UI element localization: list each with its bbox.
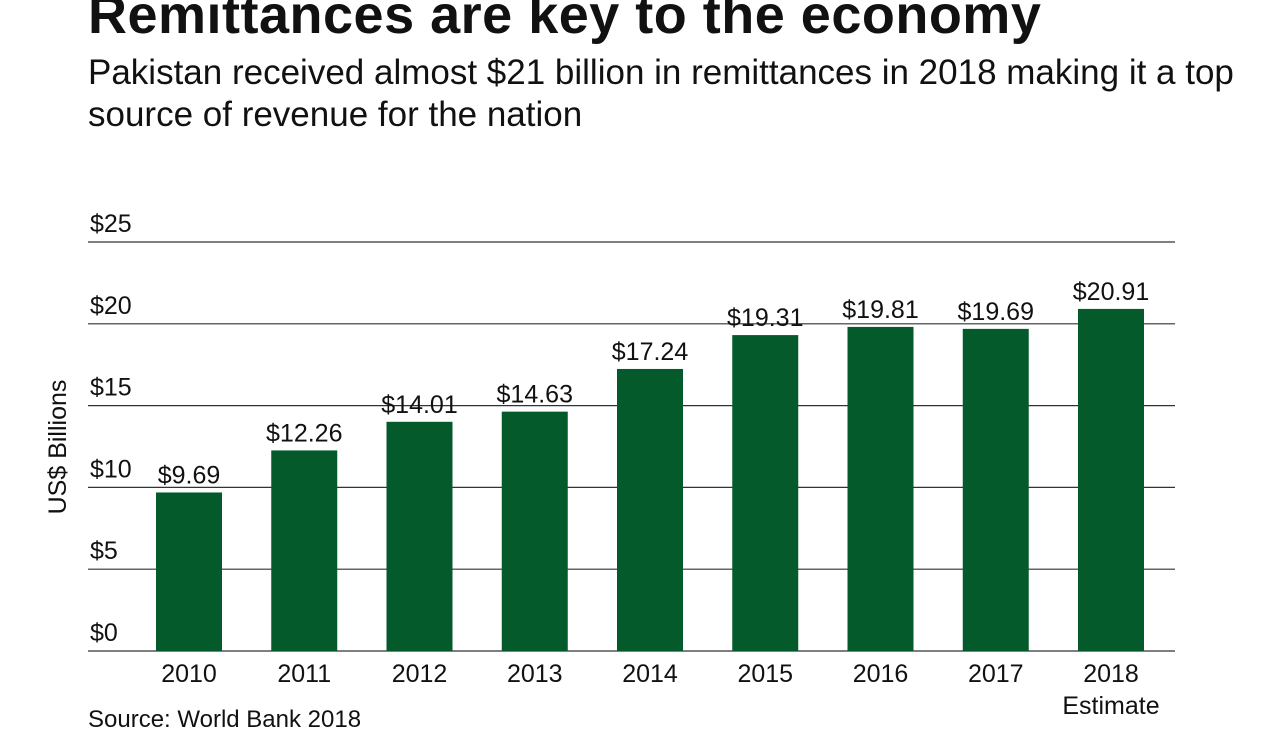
bar-2011	[271, 450, 338, 651]
data-label: $19.69	[958, 298, 1034, 326]
data-label: $19.31	[727, 304, 803, 332]
y-tick-label: $5	[90, 537, 118, 565]
data-label: $20.91	[1073, 278, 1149, 306]
y-tick-label: $0	[90, 619, 118, 647]
x-tick-label: 2012	[392, 660, 448, 688]
data-label: $14.63	[497, 381, 573, 409]
data-label: $12.26	[266, 419, 342, 447]
bar-2015	[732, 335, 799, 651]
y-tick-label: $25	[90, 210, 132, 238]
data-label: $9.69	[158, 461, 221, 489]
source-note: Source: World Bank 2018	[88, 706, 362, 733]
x-tick-label: 2016	[853, 660, 909, 688]
x-tick-label: 2013	[507, 660, 563, 688]
bar-2010	[156, 492, 222, 651]
bar-2012	[386, 421, 453, 651]
bar-2018	[1078, 308, 1144, 651]
y-tick-label: $10	[90, 455, 132, 483]
chart-subtitle: Pakistan received almost $21 billion in …	[88, 53, 1234, 134]
y-tick-label: $20	[90, 292, 132, 320]
x-tick-sublabel: Estimate	[1062, 692, 1159, 720]
bar-2013	[501, 411, 568, 651]
x-tick-label: 2011	[277, 660, 331, 688]
bar-2017	[962, 328, 1029, 651]
data-label: $14.01	[381, 391, 457, 419]
bar-2014	[617, 368, 683, 651]
x-tick-label: 2010	[161, 660, 217, 688]
chart-title: Remittances are key to the economy	[88, 0, 1042, 45]
x-tick-label: 2017	[968, 660, 1024, 688]
data-label: $17.24	[612, 338, 689, 366]
x-tick-label: 2014	[622, 660, 678, 688]
x-tick-label: 2015	[737, 660, 793, 688]
y-tick-label: $15	[90, 374, 132, 402]
x-tick-label: 2018	[1083, 660, 1139, 688]
y-axis-label: US$ Billions	[44, 380, 72, 515]
bar-2016	[847, 326, 914, 651]
data-label: $19.81	[842, 296, 918, 324]
